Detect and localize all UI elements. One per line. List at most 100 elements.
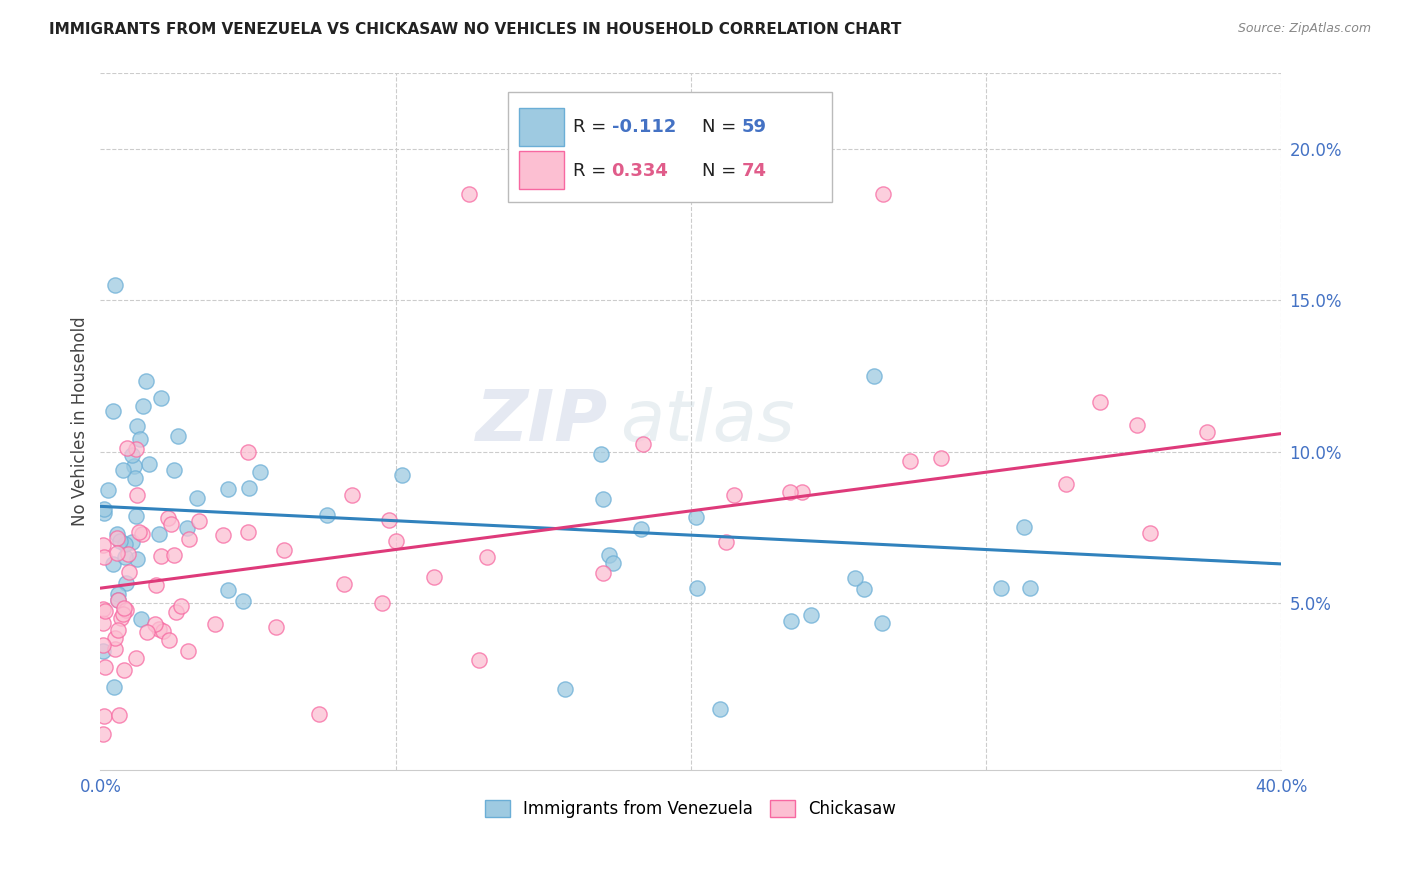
Point — [149, 549, 172, 564]
Point — [148, 527, 170, 541]
Point — [114, 603, 136, 617]
Text: R =: R = — [572, 119, 612, 136]
Point — [101, 558, 124, 572]
Point — [186, 491, 208, 505]
Point — [685, 510, 707, 524]
Point — [94, 659, 117, 673]
Point — [117, 565, 139, 579]
Point — [249, 466, 271, 480]
Text: ZIP: ZIP — [475, 387, 607, 456]
Point — [238, 445, 260, 459]
Point — [852, 582, 875, 596]
Point — [105, 545, 128, 559]
Point — [107, 592, 129, 607]
Point — [458, 187, 481, 202]
Point — [391, 467, 413, 482]
Point — [862, 369, 884, 384]
Point — [273, 543, 295, 558]
Point — [1139, 526, 1161, 541]
Point — [134, 374, 156, 388]
Point — [143, 617, 166, 632]
Point — [93, 549, 115, 564]
Text: R =: R = — [572, 161, 612, 179]
Point — [112, 463, 135, 477]
Point — [780, 615, 803, 629]
Point — [157, 632, 180, 647]
Point — [122, 458, 145, 473]
Text: IMMIGRANTS FROM VENEZUELA VS CHICKASAW NO VEHICLES IN HOUSEHOLD CORRELATION CHAR: IMMIGRANTS FROM VENEZUELA VS CHICKASAW N… — [49, 22, 901, 37]
Point — [163, 462, 186, 476]
Text: N =: N = — [703, 161, 742, 179]
Point — [188, 514, 211, 528]
Text: 74: 74 — [741, 161, 766, 179]
Point — [371, 595, 394, 609]
Point — [156, 511, 179, 525]
Point — [591, 447, 613, 461]
Point — [125, 508, 148, 523]
Point — [93, 604, 115, 618]
Point — [232, 594, 254, 608]
Point — [592, 491, 614, 506]
Point — [238, 481, 260, 495]
Point — [112, 600, 135, 615]
Point — [110, 534, 132, 549]
Point — [709, 702, 731, 716]
Point — [112, 607, 135, 622]
Point — [475, 549, 498, 564]
Text: 0.334: 0.334 — [612, 161, 668, 179]
Point — [131, 527, 153, 541]
Point — [101, 404, 124, 418]
Point — [127, 419, 149, 434]
Point — [631, 437, 654, 451]
Point — [125, 442, 148, 457]
Point — [107, 587, 129, 601]
Point — [686, 581, 709, 595]
Text: Source: ZipAtlas.com: Source: ZipAtlas.com — [1237, 22, 1371, 36]
Point — [592, 566, 614, 580]
Point — [598, 548, 620, 562]
Point — [124, 471, 146, 485]
Point — [211, 527, 233, 541]
Point — [165, 606, 187, 620]
Point — [167, 429, 190, 443]
Point — [131, 612, 153, 626]
Point — [177, 644, 200, 658]
Point — [121, 448, 143, 462]
Point — [990, 581, 1012, 595]
Point — [136, 624, 159, 639]
Point — [378, 513, 401, 527]
Y-axis label: No Vehicles in Household: No Vehicles in Household — [72, 317, 89, 526]
Point — [340, 488, 363, 502]
Point — [468, 652, 491, 666]
Point — [115, 441, 138, 455]
Point — [110, 610, 132, 624]
Text: atlas: atlas — [620, 387, 794, 456]
FancyBboxPatch shape — [519, 108, 564, 146]
Point — [93, 502, 115, 516]
Point — [1054, 477, 1077, 491]
Point — [114, 549, 136, 564]
Point — [91, 615, 114, 630]
Point — [723, 488, 745, 502]
Point — [384, 533, 406, 548]
Point — [104, 641, 127, 656]
Point — [163, 548, 186, 562]
Point — [423, 570, 446, 584]
Point — [714, 535, 737, 549]
Point — [104, 631, 127, 645]
Point — [97, 483, 120, 497]
Point — [91, 601, 114, 615]
Point — [1126, 418, 1149, 433]
Point — [159, 516, 181, 531]
Point — [844, 571, 866, 585]
Point — [1012, 519, 1035, 533]
Point — [91, 644, 114, 658]
Point — [125, 488, 148, 502]
Text: 59: 59 — [741, 119, 766, 136]
Point — [308, 707, 330, 722]
Point — [107, 592, 129, 607]
Point — [114, 537, 136, 551]
Point — [176, 521, 198, 535]
Point — [931, 451, 953, 466]
Point — [800, 608, 823, 623]
